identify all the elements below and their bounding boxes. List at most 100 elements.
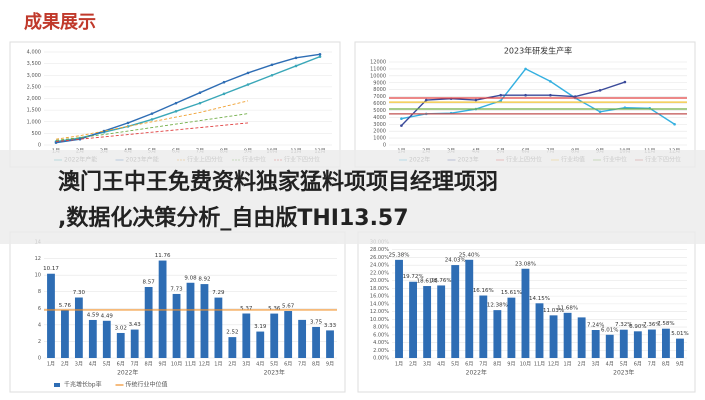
page-title: 成果展示 bbox=[24, 12, 96, 33]
x-tick-label: 4月 bbox=[606, 362, 614, 368]
y-tick-label: 0 bbox=[383, 143, 386, 149]
point bbox=[198, 101, 202, 105]
data-label: 16.16% bbox=[473, 288, 494, 294]
bar bbox=[284, 311, 293, 358]
data-label: 5.76 bbox=[59, 303, 72, 309]
x-tick-label: 5月 bbox=[270, 362, 278, 368]
data-label: 19.72% bbox=[403, 274, 424, 280]
point bbox=[246, 83, 250, 86]
legend-label: 千兆增长bp率 bbox=[64, 381, 102, 389]
data-label: 4.59 bbox=[87, 312, 100, 318]
bar bbox=[312, 326, 320, 358]
y-tick-label: 1,000 bbox=[27, 119, 41, 125]
data-label: 15.61% bbox=[501, 290, 522, 296]
data-label: 7.30 bbox=[73, 290, 86, 296]
point bbox=[198, 91, 202, 94]
y-tick-label: 1,500 bbox=[27, 108, 41, 114]
y-tick-label: 2,500 bbox=[27, 84, 41, 90]
bar bbox=[116, 332, 125, 358]
y-tick-label: 10000 bbox=[370, 73, 386, 79]
point bbox=[673, 122, 676, 126]
data-label: 8.92 bbox=[198, 277, 210, 283]
x-tick-label: 9月 bbox=[326, 362, 334, 368]
y-tick-label: 3000 bbox=[373, 122, 386, 128]
x-tick-label: 9月 bbox=[159, 362, 167, 368]
data-label: 14.15% bbox=[529, 296, 550, 302]
banner: 澳门王中王免费资料独家猛料项项目经理项羽 ,数据化决策分析_自由版THI13.5… bbox=[0, 150, 705, 244]
x-tick-label: 3月 bbox=[242, 362, 250, 368]
y-tick-label: 20.00% bbox=[370, 278, 389, 284]
line bbox=[55, 122, 249, 142]
bar bbox=[172, 293, 181, 358]
y-tick-label: 0 bbox=[38, 143, 41, 149]
data-label: 7.36% bbox=[643, 322, 660, 328]
x-tick-label: 6月 bbox=[634, 362, 642, 368]
x-tick-label: 3月 bbox=[592, 362, 600, 368]
line bbox=[55, 113, 249, 141]
legend-label: 传统行业中位值 bbox=[126, 381, 168, 389]
data-label: 7.24% bbox=[587, 323, 604, 329]
point bbox=[499, 99, 503, 103]
y-tick-label: 5000 bbox=[373, 108, 386, 114]
y-tick-label: 8000 bbox=[373, 87, 386, 93]
data-label: 6.90% bbox=[629, 324, 646, 330]
bar bbox=[61, 310, 69, 358]
x-tick-label: 2月 bbox=[409, 362, 417, 368]
line bbox=[55, 53, 321, 144]
point bbox=[400, 124, 403, 127]
y-tick-label: 4.00% bbox=[373, 340, 389, 346]
x-tick-label: 5月 bbox=[103, 362, 111, 368]
point bbox=[400, 117, 403, 121]
point bbox=[318, 53, 322, 56]
y-tick-label: 26.00% bbox=[370, 255, 389, 261]
point bbox=[623, 106, 627, 109]
data-label: 6.01% bbox=[601, 327, 618, 333]
y-tick-label: 16.00% bbox=[370, 294, 389, 300]
point bbox=[549, 93, 552, 97]
bar bbox=[676, 338, 684, 358]
x-tick-label: 6月 bbox=[465, 362, 473, 368]
bar bbox=[158, 260, 167, 358]
bar bbox=[479, 295, 488, 358]
x-tick-label: 8月 bbox=[145, 362, 153, 368]
point bbox=[174, 109, 178, 113]
x-tick-label: 2月 bbox=[578, 362, 586, 368]
point bbox=[294, 56, 298, 60]
y-tick-label: 4 bbox=[38, 322, 41, 328]
bar bbox=[144, 286, 153, 358]
bar bbox=[493, 310, 502, 358]
point bbox=[598, 110, 602, 114]
x-tick-label: 7月 bbox=[479, 362, 487, 368]
data-label: 12.38% bbox=[487, 303, 508, 309]
data-label: 4.49 bbox=[101, 313, 114, 319]
bar bbox=[102, 320, 111, 358]
point bbox=[294, 64, 298, 68]
y-tick-label: 0.00% bbox=[373, 356, 389, 362]
x-tick-label: 8月 bbox=[312, 362, 320, 368]
bar bbox=[605, 334, 614, 358]
y-tick-label: 8.00% bbox=[373, 325, 389, 331]
x-tick-label: 1月 bbox=[214, 362, 222, 368]
point bbox=[524, 93, 527, 97]
x-tick-label: 4月 bbox=[89, 362, 97, 368]
data-label: 5.01% bbox=[671, 331, 688, 337]
x-tick-label: 3月 bbox=[423, 362, 431, 368]
x-tick-label: 8月 bbox=[493, 362, 501, 368]
data-label: 5.37 bbox=[240, 306, 253, 312]
point bbox=[424, 98, 428, 102]
bar bbox=[298, 319, 307, 358]
bar bbox=[633, 331, 642, 358]
data-label: 8.57 bbox=[143, 279, 156, 285]
x-tick-label: 9月 bbox=[676, 362, 684, 368]
x-tick-label: 8月 bbox=[662, 362, 670, 368]
point bbox=[150, 112, 154, 115]
bar bbox=[186, 282, 195, 358]
bar bbox=[130, 329, 139, 358]
y-tick-label: 1000 bbox=[373, 136, 386, 142]
bar bbox=[214, 297, 223, 358]
y-tick-label: 10.00% bbox=[370, 317, 389, 323]
data-label: 18.61% bbox=[417, 279, 438, 285]
data-label: 11.68% bbox=[557, 305, 578, 311]
x-tick-label: 5月 bbox=[451, 362, 459, 368]
